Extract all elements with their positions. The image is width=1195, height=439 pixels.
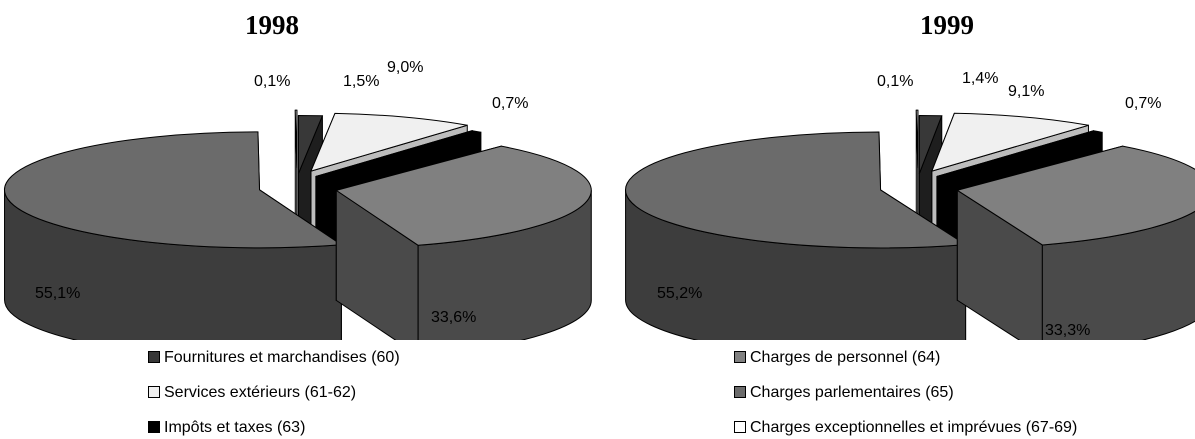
legend-swatch-exceptionnelles: [734, 421, 746, 433]
slice-top-personnel: [335, 145, 592, 246]
legend-item-exceptionnelles: Charges exceptionnelles et imprévues (67…: [734, 418, 1077, 438]
chart-title-1998: 1998: [245, 10, 299, 40]
data-label-1998-parlementaires: 55,1%: [35, 285, 80, 302]
slice-parlementaires: [4, 131, 343, 340]
legend-swatch-personnel: [734, 351, 746, 363]
data-label-1998-services: 9,0%: [387, 59, 423, 76]
legend-label-impots: Impôts et taxes (63): [164, 419, 306, 436]
legend-swatch-impots: [148, 421, 160, 433]
pie-chart-1998: 1,5% 9,0% 0,7% 33,6% 55,1% 0,1%: [4, 59, 592, 340]
slice-parlementaires: [625, 131, 968, 340]
legend-item-parlementaires: Charges parlementaires (65): [734, 383, 954, 403]
legend-label-fournitures: Fournitures et marchandises (60): [164, 349, 400, 366]
legend-label-parlementaires: Charges parlementaires (65): [750, 384, 954, 401]
slice-top-services: [931, 112, 1089, 172]
legend-item-personnel: Charges de personnel (64): [734, 348, 940, 368]
data-label-1999-personnel: 33,3%: [1045, 322, 1090, 339]
slice-top-exceptionnelles: [294, 109, 298, 169]
slice-personnel: [956, 145, 1195, 340]
legend-label-exceptionnelles: Charges exceptionnelles et imprévues (67…: [750, 419, 1078, 436]
slice-top-impots: [315, 130, 482, 177]
slice-top-personnel: [956, 145, 1195, 246]
legend-item-fournitures: Fournitures et marchandises (60): [148, 348, 400, 368]
slice-top-fournitures: [297, 115, 324, 174]
legend-swatch-fournitures: [148, 351, 160, 363]
data-label-1999-services: 9,1%: [1008, 83, 1044, 100]
data-label-1999-parlementaires: 55,2%: [657, 285, 702, 302]
legend: Fournitures et marchandises (60) Service…: [0, 340, 1195, 439]
legend-item-services: Services extérieurs (61-62): [148, 383, 356, 403]
data-label-1998-fournitures: 1,5%: [343, 73, 379, 90]
legend-swatch-services: [148, 386, 160, 398]
legend-item-impots: Impôts et taxes (63): [148, 418, 305, 438]
slice-top-impots: [936, 130, 1103, 178]
data-label-1998-personnel: 33,6%: [431, 309, 476, 326]
chart-title-1999: 1999: [920, 10, 974, 40]
slice-top-parlementaires: [625, 131, 968, 249]
legend-label-services: Services extérieurs (61-62): [164, 384, 357, 401]
slice-top-exceptionnelles: [915, 109, 919, 169]
slice-top-fournitures: [918, 115, 943, 174]
slice-top-services: [310, 112, 468, 172]
slice-personnel: [335, 145, 592, 340]
slice-top-parlementaires: [4, 131, 343, 249]
data-label-1999-fournitures: 1,4%: [962, 70, 998, 87]
data-label-1999-exceptionnelles: 0,1%: [877, 73, 913, 90]
legend-swatch-parlementaires: [734, 386, 746, 398]
data-label-1999-impots: 0,7%: [1125, 95, 1161, 112]
data-label-1998-exceptionnelles: 0,1%: [254, 73, 290, 90]
pie-charts: 1,5% 9,0% 0,7% 33,6% 55,1% 0,1% 1,4% 9,1% 0,7% 33…: [4, 59, 1195, 340]
legend-label-personnel: Charges de personnel (64): [750, 349, 941, 366]
pie-chart-1999: 1,4% 9,1% 0,7% 33,3% 55,2% 0,1%: [625, 70, 1195, 340]
data-label-1998-impots: 0,7%: [492, 95, 528, 112]
